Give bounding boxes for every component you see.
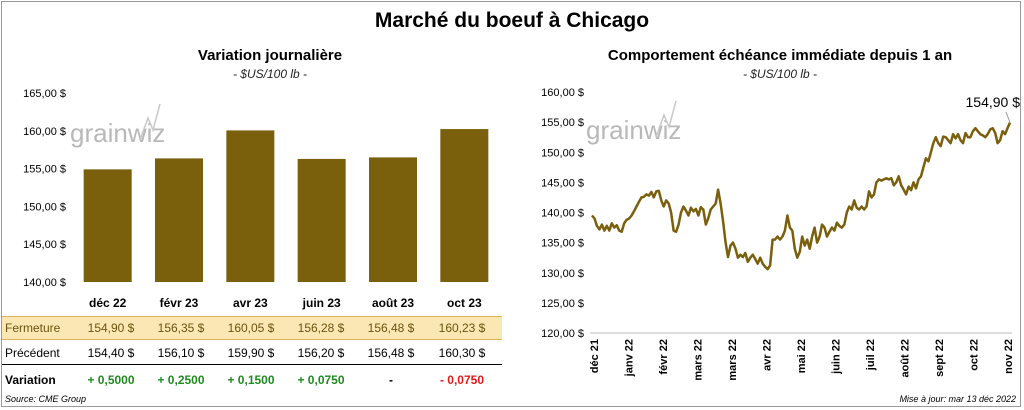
table-cell: + 0,1500 bbox=[227, 373, 275, 387]
bar bbox=[369, 157, 417, 282]
x-tick-label: juin 22 bbox=[831, 339, 843, 375]
left-chart-subtitle: - $US/100 lb - bbox=[232, 67, 308, 81]
y-tick-label: 145,00 $ bbox=[541, 177, 584, 189]
table-cell: 156,48 $ bbox=[367, 321, 415, 335]
y-tick-label: 140,00 $ bbox=[541, 208, 584, 220]
right-chart-subtitle: - $US/100 lb - bbox=[742, 67, 818, 81]
y-tick-label: 125,00 $ bbox=[541, 298, 584, 310]
table-row-close: Fermeture 154,90 $ 156,35 $ 160,05 $ 156… bbox=[2, 316, 502, 340]
last-value-leader bbox=[1005, 111, 1011, 123]
x-tick-label: avr 23 bbox=[233, 296, 268, 310]
y-tick-label: 150,00 $ bbox=[541, 147, 584, 159]
source-note: Source: CME Group bbox=[5, 394, 87, 404]
y-tick-label: 150,00 $ bbox=[23, 201, 66, 213]
y-tick-label: 165,00 $ bbox=[23, 88, 66, 100]
table-cell: 156,28 $ bbox=[297, 321, 345, 335]
bar bbox=[297, 158, 346, 282]
table-cell: - bbox=[389, 373, 393, 387]
bar bbox=[155, 158, 203, 282]
x-tick-label: sept 22 bbox=[934, 339, 946, 377]
table-cell: + 0,2500 bbox=[157, 373, 205, 387]
x-tick-label: août 23 bbox=[372, 296, 414, 310]
watermark: grainwiz bbox=[70, 118, 165, 148]
x-tick-label: nov 22 bbox=[1003, 339, 1015, 374]
y-tick-label: 145,00 $ bbox=[23, 239, 66, 251]
x-tick-label: mars 22 bbox=[693, 339, 705, 381]
x-tick-label: août 22 bbox=[900, 339, 912, 378]
x-tick-label: déc 22 bbox=[89, 296, 127, 310]
y-tick-label: 135,00 $ bbox=[541, 238, 584, 250]
y-tick-label: 160,00 $ bbox=[23, 126, 66, 138]
bar bbox=[83, 169, 132, 282]
table-cell: 160,23 $ bbox=[438, 321, 486, 335]
x-tick-label: mai 22 bbox=[796, 339, 808, 373]
x-tick-label: févr 22 bbox=[658, 339, 670, 374]
y-tick-label: 155,00 $ bbox=[541, 117, 584, 129]
row-label: Fermeture bbox=[5, 321, 61, 335]
bar bbox=[226, 130, 275, 282]
y-tick-label: 120,00 $ bbox=[541, 328, 584, 340]
table-cell: 156,20 $ bbox=[297, 346, 345, 360]
x-tick-label: janv 22 bbox=[624, 339, 636, 377]
series-line bbox=[591, 122, 1012, 271]
x-tick-label: févr 23 bbox=[160, 296, 199, 310]
table-cell: 154,90 $ bbox=[87, 321, 135, 335]
bar-chart: grainwiz 140,00 $ 145,00 $ 150,00 $ 155,00 $… bbox=[23, 88, 489, 310]
line-chart: grainwiz 120,00 $ 125,00 $ 130,00 $ 135,00 $… bbox=[541, 87, 1021, 381]
table-cell: 154,40 $ bbox=[87, 346, 135, 360]
table-cell: 156,10 $ bbox=[157, 346, 205, 360]
row-label: Précédent bbox=[5, 346, 60, 360]
watermark: grainwiz bbox=[586, 115, 681, 145]
table-cell: 156,35 $ bbox=[157, 321, 205, 335]
y-tick-label: 130,00 $ bbox=[541, 268, 584, 280]
table-cell: 160,30 $ bbox=[438, 346, 486, 360]
x-tick-label: juin 23 bbox=[302, 296, 341, 310]
watermark-logo-mark bbox=[655, 100, 677, 138]
table-row-previous: Précédent 154,40 $ 156,10 $ 159,90 $ 156… bbox=[2, 342, 502, 365]
table-row-variation: Variation + 0,5000 + 0,2500 + 0,1500 + 0… bbox=[2, 369, 502, 391]
right-chart-title: Comportement échéance immédiate depuis 1… bbox=[607, 47, 953, 64]
x-tick-label: avr 22 bbox=[762, 339, 774, 371]
table-cell: 159,90 $ bbox=[227, 346, 275, 360]
table-cell: 160,05 $ bbox=[227, 321, 275, 335]
table-cell: 156,48 $ bbox=[367, 346, 415, 360]
x-tick-label: déc 21 bbox=[589, 339, 601, 373]
x-tick-label: oct 23 bbox=[447, 296, 482, 310]
row-label: Variation bbox=[5, 373, 56, 387]
main-title: Marché du boeuf à Chicago bbox=[374, 9, 650, 32]
x-tick-label: mars 22 bbox=[727, 339, 739, 381]
y-tick-label: 160,00 $ bbox=[541, 87, 584, 99]
y-tick-label: 155,00 $ bbox=[23, 164, 66, 176]
last-value-label: 154,90 $ bbox=[966, 94, 1021, 110]
table-cell: - 0,0750 bbox=[439, 373, 485, 387]
y-tick-label: 140,00 $ bbox=[23, 277, 66, 289]
table-cell: + 0,0750 bbox=[297, 373, 345, 387]
watermark-logo-mark bbox=[139, 103, 161, 141]
update-note: Mise à jour: mar 13 déc 2022 bbox=[899, 394, 1016, 404]
bar bbox=[440, 129, 489, 282]
left-chart-title: Variation journalière bbox=[197, 47, 343, 64]
table-cell: + 0,5000 bbox=[87, 373, 135, 387]
x-tick-label: juil 22 bbox=[865, 339, 877, 371]
x-tick-label: oct 22 bbox=[969, 339, 981, 371]
